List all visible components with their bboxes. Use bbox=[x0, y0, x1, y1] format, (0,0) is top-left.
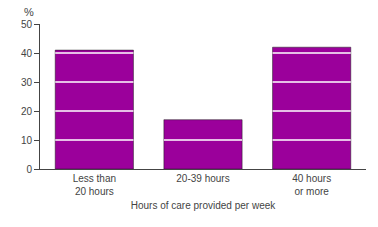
svg-text:Less than20 hours: Less than20 hours bbox=[73, 173, 116, 197]
svg-text:10: 10 bbox=[21, 135, 33, 146]
svg-text:30: 30 bbox=[21, 77, 33, 88]
svg-text:%: % bbox=[24, 6, 34, 18]
svg-text:20-39 hours: 20-39 hours bbox=[176, 173, 229, 184]
svg-text:50: 50 bbox=[21, 19, 33, 30]
svg-text:0: 0 bbox=[26, 164, 32, 175]
svg-text:40 hoursor more: 40 hoursor more bbox=[292, 173, 331, 197]
svg-text:40: 40 bbox=[21, 48, 33, 59]
svg-text:20: 20 bbox=[21, 106, 33, 117]
svg-text:Hours of care provided per wee: Hours of care provided per week bbox=[131, 200, 277, 211]
